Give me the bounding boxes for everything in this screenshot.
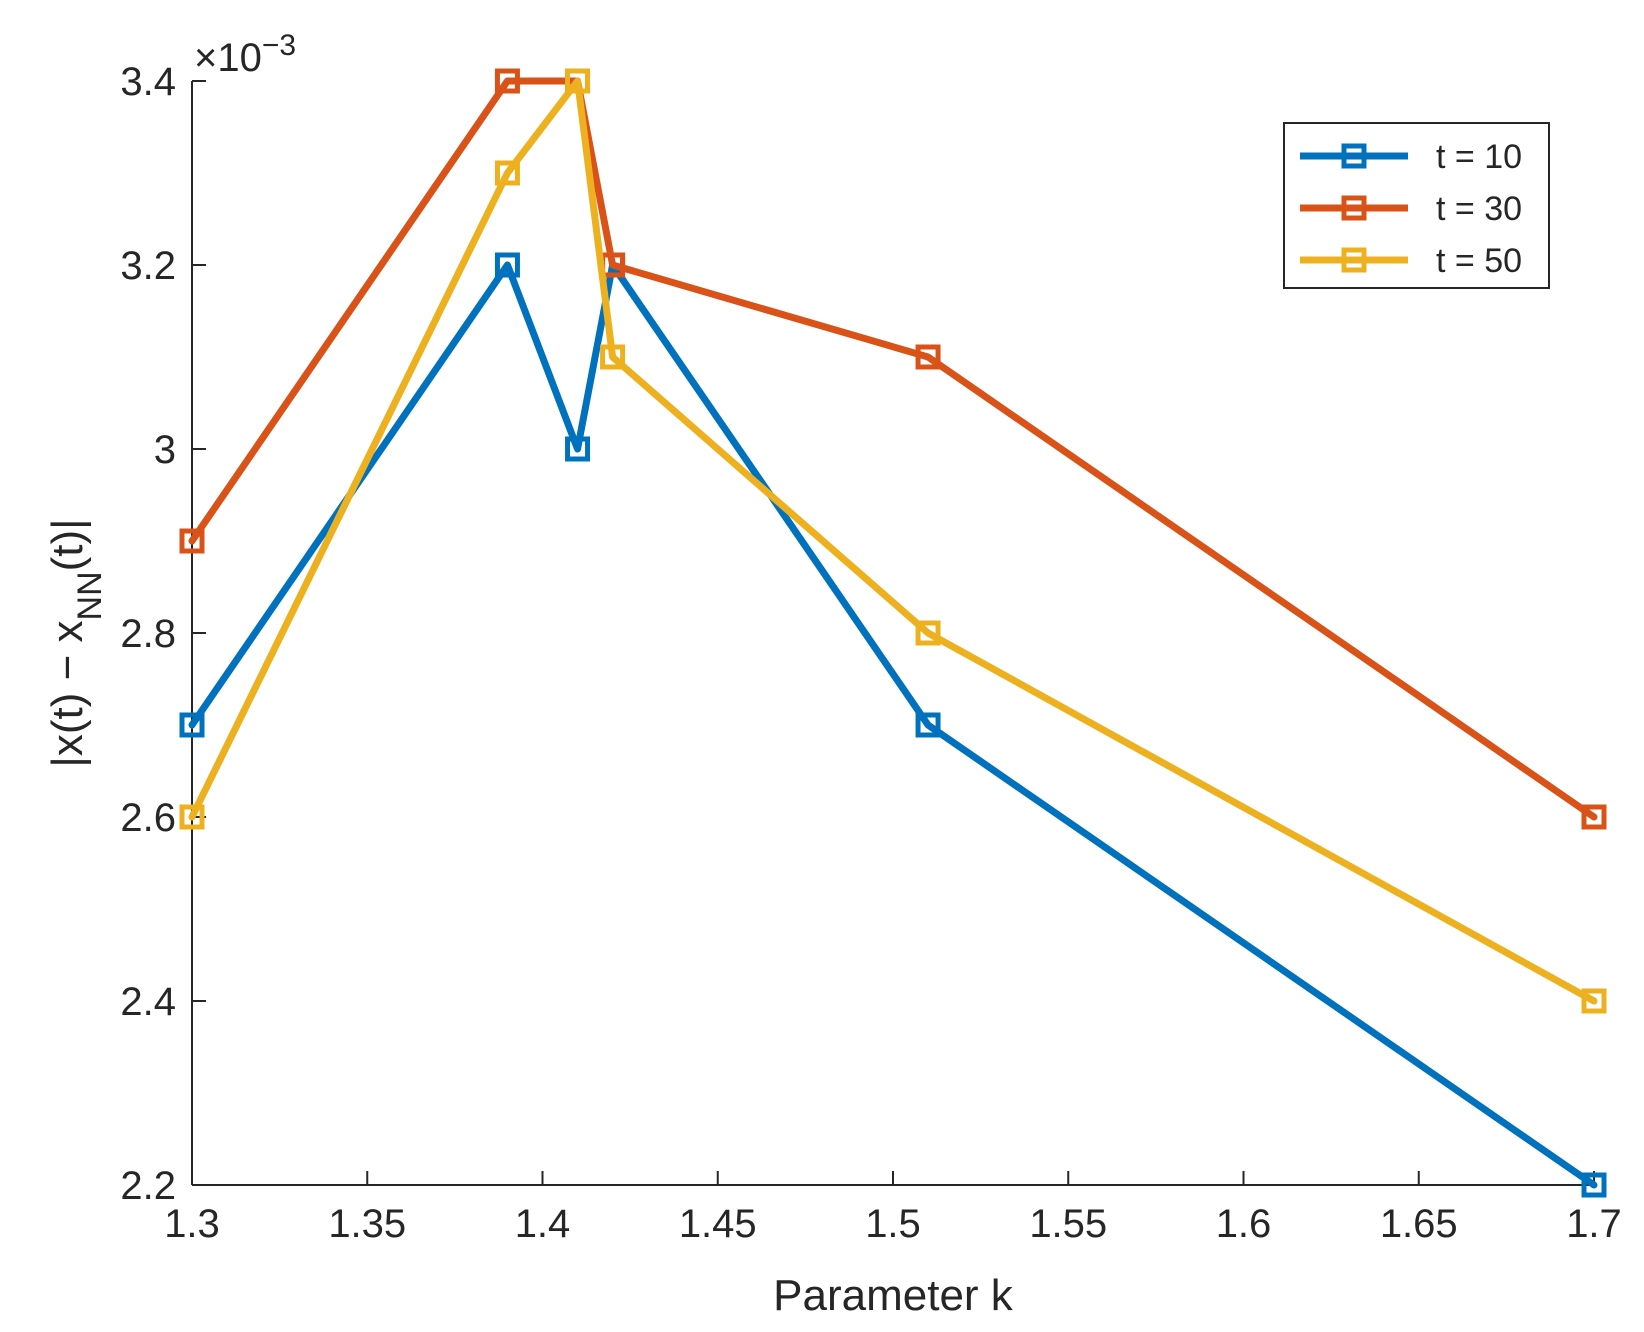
legend-marker-swatch (1341, 247, 1367, 273)
y-axis-label-end: (t)| (43, 518, 92, 571)
x-tick-label: 1.35 (328, 1202, 406, 1246)
data-point-marker (915, 344, 941, 370)
x-tick-label: 1.6 (1216, 1202, 1272, 1246)
y-tick-label: 2.6 (120, 796, 176, 840)
data-point-marker (915, 620, 941, 646)
legend-label: t = 10 (1436, 138, 1522, 176)
series-line (188, 261, 1598, 1189)
y-axis-exponent-power: −3 (262, 29, 296, 62)
legend-item: t = 10 (1300, 138, 1522, 176)
y-axis-exponent: ×10−3 (194, 29, 296, 81)
data-point-marker (915, 712, 941, 738)
data-point-marker (494, 252, 520, 278)
legend-label: t = 30 (1436, 190, 1522, 228)
x-tick-label: 1.5 (865, 1202, 921, 1246)
y-axis-exponent-base: ×10 (194, 36, 262, 80)
series-3 (179, 68, 1607, 1014)
series-group (179, 68, 1607, 1198)
x-tick-label: 1.4 (515, 1202, 571, 1246)
axis-labels: Parameter k |x(t) − xNN(t)| ×10−3 (43, 29, 1014, 1321)
axes: 1.3 1.35 1.4 1.45 1.5 1.55 1.6 1.65 1.7 2.2 2.4 2.6… (120, 60, 1621, 1246)
legend-item: t = 30 (1300, 190, 1522, 228)
data-point-marker (1581, 804, 1607, 830)
data-point-marker (565, 436, 591, 462)
y-tick-label: 2.4 (120, 980, 176, 1024)
y-axis-label-main: |x(t) − x (43, 620, 92, 767)
legend: t = 10 t = 30 t = 50 (1283, 122, 1550, 289)
data-point-marker (494, 68, 520, 94)
series-line (188, 77, 1598, 821)
x-tick-label: 1.7 (1566, 1202, 1622, 1246)
y-tick-label: 3.2 (120, 244, 176, 288)
data-point-marker (1581, 1172, 1607, 1198)
data-point-marker (179, 804, 205, 830)
legend-label: t = 50 (1436, 242, 1522, 280)
x-tick-label: 1.3 (164, 1202, 220, 1246)
y-tick-label: 2.8 (120, 612, 176, 656)
x-tick-label: 1.45 (679, 1202, 757, 1246)
data-point-marker (179, 712, 205, 738)
y-axis-label-subscript: NN (71, 571, 109, 620)
series-line (188, 77, 1598, 1005)
data-point-marker (600, 344, 626, 370)
data-point-marker (565, 68, 591, 94)
legend-item: t = 50 (1300, 242, 1522, 280)
legend-marker-swatch (1341, 143, 1367, 169)
data-point-marker (179, 528, 205, 554)
legend-marker-swatch (1341, 195, 1367, 221)
y-axis-label: |x(t) − xNN(t)| (43, 518, 109, 767)
x-tick-label: 1.65 (1380, 1202, 1458, 1246)
y-tick-label: 2.2 (120, 1164, 176, 1208)
data-point-marker (494, 160, 520, 186)
y-tick-label: 3.4 (120, 60, 176, 104)
y-tick-label: 3 (154, 428, 176, 472)
x-tick-label: 1.55 (1029, 1202, 1107, 1246)
data-point-marker (1581, 988, 1607, 1014)
x-axis-label: Parameter k (773, 1271, 1014, 1320)
